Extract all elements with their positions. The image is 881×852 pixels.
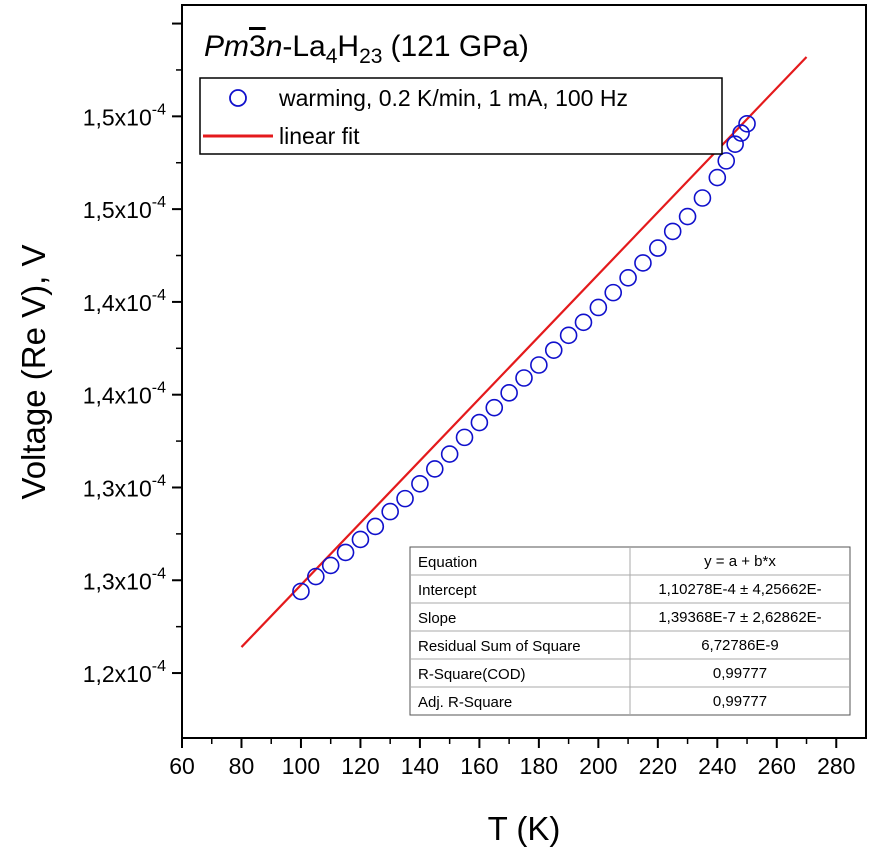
y-tick-label: 1,4x10-4 [83,287,166,316]
table-row-value: 0,99777 [713,665,767,682]
data-point [515,369,533,387]
x-tick-label: 260 [758,753,796,779]
table-row-value: 1,39368E-7 ± 2,62862E- [658,609,821,626]
data-point [381,502,399,521]
legend-marker-circle [229,89,247,107]
data-point [708,168,727,187]
table-row-label: Intercept [418,582,477,599]
x-tick-label: 60 [169,753,195,779]
data-point [440,445,459,463]
y-tick-label: 1,4x10-4 [83,380,166,409]
data-point [663,222,682,241]
table-row-value: 1,10278E-4 ± 4,25662E- [658,581,821,598]
data-point [292,582,310,601]
x-axis-title: T (K) [488,810,561,847]
x-tick-label: 120 [341,753,379,779]
data-point [649,239,667,257]
legend-frame [199,77,723,155]
y-tick-label: 1,3x10-4 [83,565,166,594]
x-tick-label: 220 [639,753,677,779]
data-point [732,124,750,142]
legend-label-fit: linear fit [279,123,360,149]
x-tick-label: 80 [229,753,255,779]
x-axis-ticks: 60 80 100 120 140 160 180 200 220 240 260 280 [169,738,855,779]
fit-line [240,56,808,648]
data-point [455,428,474,447]
data-point [678,207,697,226]
data-point [574,313,593,332]
data-point [544,341,563,359]
data-point [589,298,608,317]
table-row-label: Slope [418,610,456,627]
data-point [693,189,712,207]
data-point [485,398,504,417]
data-point [634,254,652,272]
fit-statistics-table: Equation y = a + b*x Intercept 1,10278E-4 ±… [409,546,851,716]
data-point [470,413,489,432]
x-tick-label: 140 [401,753,439,779]
legend: warming, 0.2 K/min, 1 mA, 100 Hz linear … [199,77,723,155]
y-tick-label: 1,3x10-4 [83,472,166,501]
data-point [559,326,578,345]
legend-label-warming: warming, 0.2 K/min, 1 mA, 100 Hz [278,85,628,111]
table-row-value: y = a + b*x [704,553,776,570]
table-row-label: Equation [418,554,477,571]
fit-line-layer [240,56,808,648]
table-row-label: Adj. R-Square [418,694,512,711]
x-tick-label: 160 [460,753,498,779]
table-row-label: R-Square(COD) [418,666,526,683]
table-row-label: Residual Sum of Square [418,638,581,655]
x-tick-label: 200 [579,753,617,779]
data-point [619,268,637,287]
data-point [366,517,385,536]
data-point [396,489,414,508]
data-point [717,152,736,170]
chart-title: Pm3n-La4H23 (121 GPa) [204,30,529,68]
table-row-value: 6,72786E-9 [701,637,779,654]
y-axis-title: Voltage (Re V), V [15,245,52,500]
data-point [411,474,429,493]
data-point [336,543,355,562]
data-point [530,356,548,374]
y-tick-label: 1,5x10-4 [83,101,166,130]
y-axis-ticks: 1,2x10-4 1,3x10-4 1,3x10-4 1,4x10-4 1,4x10-4… [83,22,182,687]
data-point [307,567,325,586]
y-tick-label: 1,2x10-4 [83,658,166,687]
x-tick-label: 180 [520,753,558,779]
data-points-layer [292,114,756,601]
x-tick-label: 100 [282,753,320,779]
data-point [500,384,518,402]
x-tick-label: 240 [698,753,736,779]
x-tick-label: 280 [817,753,855,779]
data-point [604,283,623,302]
y-tick-label: 1,5x10-4 [83,194,166,223]
plot-frame [181,4,867,739]
table-row-value: 0,99777 [713,693,767,710]
data-point [738,114,756,133]
data-point [425,460,444,478]
data-point [321,556,340,575]
data-point [726,135,744,153]
data-point [351,530,370,549]
